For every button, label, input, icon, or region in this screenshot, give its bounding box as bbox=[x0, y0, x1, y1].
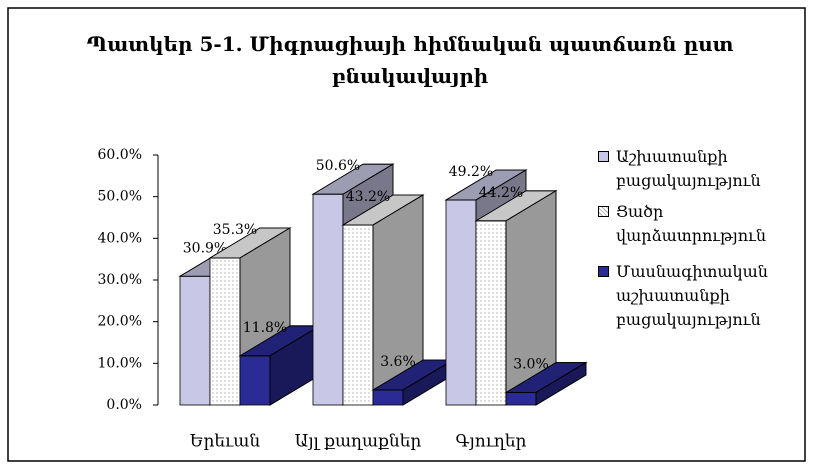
y-tick-label: 10.0% bbox=[98, 355, 142, 371]
value-label: 49.2% bbox=[449, 164, 493, 180]
value-label: 35.3% bbox=[213, 222, 257, 238]
value-label: 3.6% bbox=[380, 354, 416, 370]
legend-label: Մասնագիտական աշխատանքի բացակայություն bbox=[616, 262, 768, 329]
legend-label: Աշխատանքի բացակայություն bbox=[616, 147, 761, 190]
bar bbox=[239, 355, 271, 406]
value-label: 43.2% bbox=[346, 189, 390, 205]
value-label: 50.6% bbox=[316, 158, 360, 174]
bar bbox=[475, 220, 507, 406]
x-tick-label: Այլ քաղաքներ bbox=[295, 432, 422, 452]
legend-swatch bbox=[598, 266, 609, 277]
chart-title: Պատկեր 5-1. Միգրացիայի հիմնական պատճառն … bbox=[86, 32, 734, 88]
legend-swatch bbox=[598, 206, 609, 217]
bar bbox=[179, 275, 211, 406]
legend-item: Աշխատանքի բացակայություն bbox=[598, 145, 806, 193]
legend-item: Մասնագիտական աշխատանքի բացակայություն bbox=[598, 260, 806, 332]
value-label: 11.8% bbox=[243, 320, 287, 336]
y-tick-label: 30.0% bbox=[98, 272, 142, 288]
value-label: 30.9% bbox=[183, 240, 227, 256]
bar bbox=[209, 257, 241, 406]
x-tick-label: Գյուղեր bbox=[456, 432, 527, 452]
bar bbox=[372, 389, 404, 406]
y-tick-label: 20.0% bbox=[98, 314, 142, 330]
value-label: 44.2% bbox=[479, 185, 523, 201]
legend-label: Ցածր վարձատրություն bbox=[616, 202, 767, 245]
y-tick-label: 50.0% bbox=[98, 189, 142, 205]
legend-swatch bbox=[598, 151, 609, 162]
y-tick-label: 0.0% bbox=[106, 397, 142, 413]
legend-item: Ցածր վարձատրություն bbox=[598, 200, 806, 248]
bar bbox=[445, 199, 477, 406]
bar bbox=[342, 224, 374, 406]
y-tick-label: 40.0% bbox=[98, 230, 142, 246]
bar bbox=[505, 392, 537, 406]
x-tick-label: Երեւան bbox=[190, 432, 261, 452]
y-tick-label: 60.0% bbox=[98, 147, 142, 163]
value-label: 3.0% bbox=[513, 357, 549, 373]
bar-side-shade bbox=[535, 361, 587, 406]
bar bbox=[312, 193, 344, 406]
